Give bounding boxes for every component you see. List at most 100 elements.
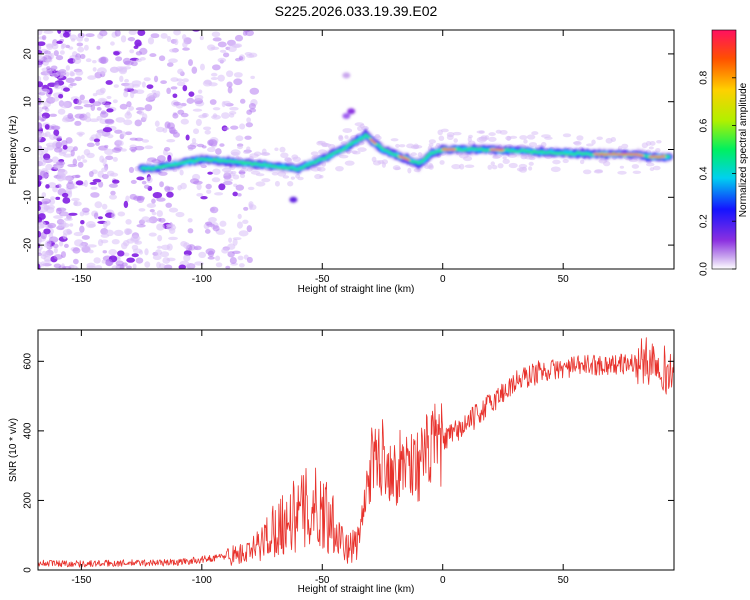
noise-speckle (232, 238, 238, 246)
noise-speckle (38, 81, 44, 88)
noise-speckle (502, 158, 510, 165)
noise-speckle (354, 122, 365, 127)
noise-speckle (53, 254, 63, 260)
noise-speckle (129, 137, 138, 141)
noise-speckle (230, 149, 241, 157)
noise-speckle (410, 145, 420, 150)
noise-speckle (342, 128, 353, 134)
noise-speckle (144, 261, 151, 268)
noise-speckle (76, 35, 84, 42)
noise-speckle (106, 95, 112, 100)
noise-speckle (506, 135, 511, 142)
noise-speckle (85, 33, 95, 38)
noise-speckle (123, 200, 129, 209)
noise-speckle (166, 224, 177, 231)
noise-speckle (488, 132, 496, 137)
noise-speckle (166, 139, 176, 143)
noise-speckle (192, 128, 200, 135)
noise-speckle (221, 247, 229, 254)
noise-speckle (60, 212, 69, 216)
noise-speckle (44, 123, 50, 130)
colorbar-tick-label: 0.6 (699, 118, 710, 132)
noise-speckle (211, 114, 221, 120)
noise-speckle (492, 154, 502, 159)
noise-speckle (41, 34, 47, 41)
noise-speckle (45, 204, 55, 210)
noise-speckle (528, 166, 533, 171)
noise-speckle (115, 56, 123, 62)
noise-speckle (63, 87, 70, 92)
noise-speckle (95, 141, 100, 146)
noise-speckle (93, 138, 101, 143)
noise-speckle (150, 33, 160, 39)
noise-speckle (75, 174, 81, 178)
noise-speckle (41, 106, 48, 110)
noise-speckle (526, 134, 536, 140)
noise-speckle (168, 236, 178, 241)
noise-speckle (62, 232, 68, 240)
noise-speckle (617, 170, 627, 175)
noise-speckle (130, 235, 141, 242)
noise-speckle (74, 113, 85, 119)
noise-speckle (488, 136, 497, 142)
noise-speckle (52, 243, 59, 249)
noise-speckle (49, 67, 55, 72)
noise-speckle (56, 40, 63, 45)
noise-speckle (45, 163, 53, 171)
noise-speckle (95, 89, 105, 96)
noise-speckle (123, 119, 133, 126)
noise-speckle (102, 127, 113, 133)
top-y-ticks: -20 -10 0 10 20 (23, 48, 674, 252)
noise-speckle (79, 211, 85, 217)
noise-speckle (136, 176, 145, 181)
noise-speckle (208, 82, 218, 87)
noise-speckle (541, 134, 551, 138)
noise-speckle (164, 185, 171, 193)
noise-speckle (152, 191, 163, 199)
noise-speckle (81, 235, 90, 240)
noise-speckle (115, 117, 125, 123)
noise-speckle (138, 111, 145, 116)
noise-speckle (478, 130, 486, 134)
noise-speckle (69, 70, 75, 77)
noise-speckle (209, 206, 219, 214)
noise-speckle (96, 115, 103, 121)
noise-speckle (67, 113, 74, 120)
noise-speckle (238, 56, 244, 61)
noise-speckle (235, 184, 245, 191)
noise-speckle (531, 131, 539, 136)
noise-speckle (188, 91, 195, 97)
noise-speckle (166, 87, 171, 95)
noise-speckle (168, 58, 178, 64)
noise-speckle (111, 147, 122, 153)
noise-speckle (128, 30, 137, 35)
noise-speckle (284, 157, 291, 162)
noise-speckle (38, 41, 46, 47)
noise-speckle (428, 139, 436, 144)
noise-speckle (238, 263, 245, 268)
noise-speckle (85, 112, 91, 119)
noise-speckle (176, 81, 186, 87)
noise-speckle (239, 98, 246, 104)
noise-speckle (392, 165, 401, 171)
noise-speckle (122, 57, 132, 65)
noise-speckle (117, 250, 125, 257)
noise-speckle (112, 179, 120, 184)
noise-speckle (260, 152, 270, 156)
noise-speckle (206, 189, 212, 194)
noise-speckle (110, 190, 116, 196)
noise-speckle (131, 80, 142, 86)
noise-speckle (126, 101, 132, 108)
noise-speckle (518, 163, 528, 169)
noise-speckle (158, 263, 166, 269)
noise-speckle (168, 48, 179, 53)
noise-speckle (223, 180, 233, 186)
noise-speckle (43, 228, 51, 235)
noise-speckle (83, 44, 89, 51)
snr-frame (37, 329, 675, 571)
noise-speckle (124, 78, 130, 83)
noise-speckle (77, 161, 84, 168)
noise-speckle (38, 141, 41, 145)
noise-speckle (58, 240, 64, 247)
noise-speckle (550, 166, 561, 173)
